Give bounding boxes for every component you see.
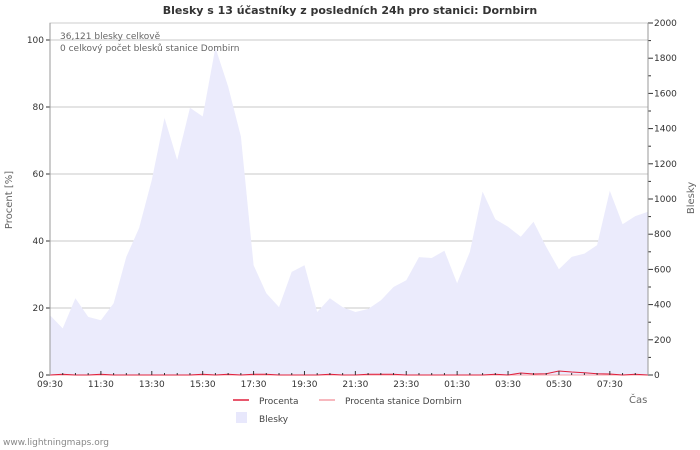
footer-credit: www.lightningmaps.org <box>3 438 109 448</box>
y-left-tick-label: 100 <box>27 36 44 46</box>
y-right-tick-label: 800 <box>654 230 671 240</box>
x-tick-label: 03:30 <box>495 380 521 390</box>
blesky-area <box>50 47 648 375</box>
y-right-tick-label: 0 <box>654 371 660 381</box>
x-tick-label: 15:30 <box>190 380 216 390</box>
y-axis-left-label: Procent [%] <box>4 171 15 229</box>
x-tick-label: 21:30 <box>342 380 368 390</box>
annotation-station: 0 celkový počet blesků stanice Dombirn <box>60 43 239 54</box>
x-tick-label: 07:30 <box>597 380 623 390</box>
x-tick-label: 19:30 <box>291 380 317 390</box>
x-tick-label: 11:30 <box>88 380 114 390</box>
y-left-tick-label: 60 <box>33 170 45 180</box>
x-tick-label: 13:30 <box>139 380 165 390</box>
x-tick-label: 23:30 <box>393 380 419 390</box>
y-axis-right-label: Blesky <box>686 182 697 214</box>
annotation-total: 36,121 blesky celkově <box>60 32 161 42</box>
y-right-tick-label: 1400 <box>654 125 677 135</box>
y-right-tick-label: 1200 <box>654 160 677 170</box>
y-left-tick-label: 80 <box>33 103 45 113</box>
y-right-tick-label: 200 <box>654 336 671 346</box>
x-tick-label: 05:30 <box>546 380 572 390</box>
y-left-tick-label: 0 <box>38 371 44 381</box>
y-right-tick-label: 1000 <box>654 195 677 205</box>
series-line-procenta <box>49 370 649 376</box>
x-tick-label: 01:30 <box>444 380 470 390</box>
legend-label-procenta: Procenta <box>259 397 299 407</box>
x-tick-label: 09:30 <box>37 380 63 390</box>
y-left-tick-label: 20 <box>33 304 45 314</box>
legend: Procenta Procenta stanice Dornbirn Blesk… <box>233 397 462 425</box>
x-axis-label: Čas <box>629 393 647 406</box>
y-right-tick-label: 400 <box>654 301 671 311</box>
legend-label-station: Procenta stanice Dornbirn <box>345 397 462 407</box>
y-right-tick-label: 1600 <box>654 89 677 99</box>
legend-swatch-blesky <box>236 412 247 423</box>
y-right-tick-label: 600 <box>654 265 671 275</box>
chart-title: Blesky s 13 účastníky z posledních 24h p… <box>163 4 537 17</box>
y-right-tick-label: 2000 <box>654 19 677 29</box>
y-right-tick-label: 1800 <box>654 54 677 64</box>
legend-label-blesky: Blesky <box>259 415 289 425</box>
x-tick-label: 17:30 <box>241 380 267 390</box>
y-left-tick-label: 40 <box>33 237 45 247</box>
